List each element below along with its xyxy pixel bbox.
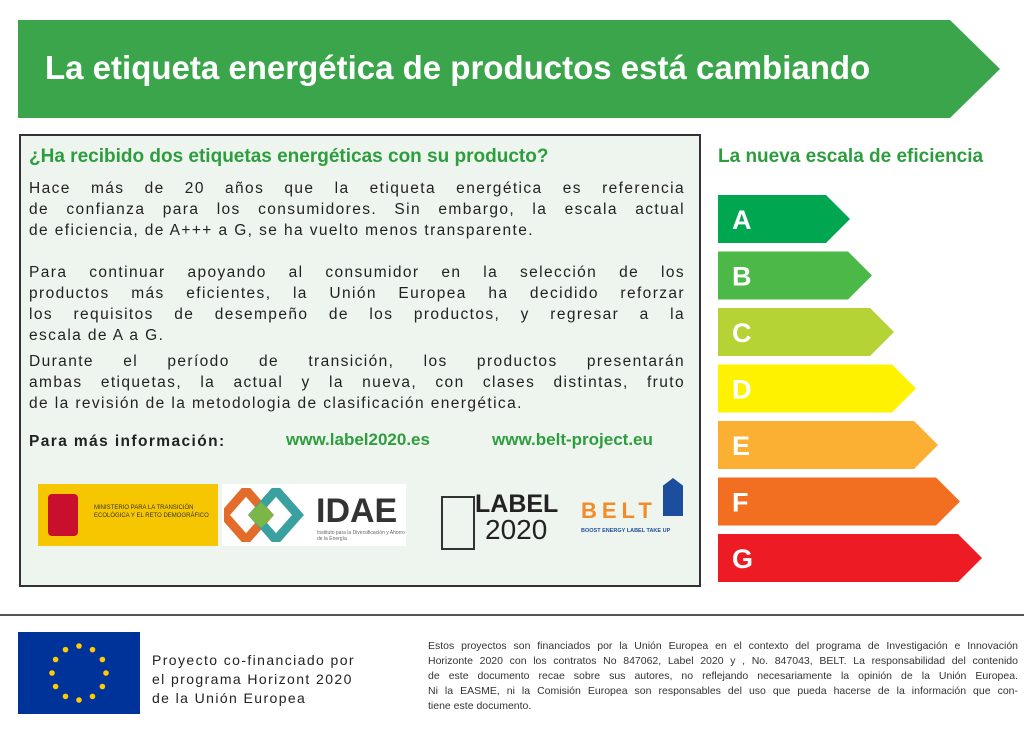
more-info: Para más información: xyxy=(29,433,226,450)
text-line: Proyecto co-financiado por xyxy=(152,652,355,668)
class-arrow xyxy=(718,308,894,356)
link[interactable]: www.label2020.es xyxy=(286,430,430,449)
text-line: Durante el período de transición, los pr… xyxy=(29,353,685,370)
info-heading: ¿Ha recibido dos etiquetas energéticas c… xyxy=(29,146,549,167)
text-line: escala de A a G. xyxy=(29,327,165,344)
class-label: D xyxy=(732,375,752,405)
star xyxy=(76,643,82,649)
label-year: 2020 xyxy=(485,514,548,545)
class-label: E xyxy=(732,431,750,461)
class-label: B xyxy=(732,262,752,292)
banner-title: La etiqueta energética de productos está… xyxy=(45,49,870,86)
paragraph: Durante el período de transición, los pr… xyxy=(29,351,685,414)
info-box: ¿Ha recibido dos etiquetas energéticas c… xyxy=(19,134,701,587)
idae-mark xyxy=(224,488,304,542)
text-line: productos más eficientes, la Unión Europ… xyxy=(29,285,685,302)
star xyxy=(89,646,96,653)
class-arrow xyxy=(718,534,982,582)
class-arrow xyxy=(718,195,850,243)
text-line: ambas etiquetas, la actual y la nueva, c… xyxy=(29,374,685,391)
ministry-text: MINISTERIO PARA LA TRANSICIÓN ECOLÓGICA … xyxy=(94,505,209,519)
belt-text: BELT xyxy=(581,498,657,523)
star xyxy=(99,683,106,690)
paragraph: Hace más de 20 años que la etiqueta ener… xyxy=(29,178,685,241)
star xyxy=(52,656,59,663)
star xyxy=(103,670,109,676)
ministry-logo: MINISTERIO PARA LA TRANSICIÓN ECOLÓGICA … xyxy=(38,484,218,546)
star xyxy=(89,693,96,700)
star xyxy=(49,670,55,676)
text-line: Estos proyectos son financiados por la U… xyxy=(428,640,1018,652)
class-arrow xyxy=(718,251,872,300)
disclaimer: Estos proyectos son financiados por la U… xyxy=(428,639,1018,714)
star xyxy=(99,656,106,663)
belt-logo: BELT BOOST ENERGY LABEL TAKE UP xyxy=(581,478,691,548)
coat-of-arms xyxy=(48,494,78,536)
banner-arrow xyxy=(18,20,1000,118)
text-line: el programa Horizont 2020 xyxy=(152,671,353,687)
star xyxy=(52,683,59,690)
text-line: de eficiencia, de A+++ a G, se ha vuelto… xyxy=(29,222,534,239)
text-line: de la Unión Europea xyxy=(152,690,307,706)
star xyxy=(62,693,69,700)
text-line: de la revisión de la metodologia de clas… xyxy=(29,395,523,412)
idae-text: IDAE xyxy=(316,492,398,530)
star xyxy=(62,646,69,653)
idae-logo: IDAE Instituto para la Diversificación y… xyxy=(222,484,406,546)
class-label: F xyxy=(732,488,749,518)
class-arrow xyxy=(718,477,960,526)
text-line: los requisitos de desempeño de los produ… xyxy=(29,306,685,323)
scale-title: La nueva escala de eficiencia xyxy=(718,146,984,167)
text-line: tiene este documento. xyxy=(428,700,532,712)
class-label: A xyxy=(732,205,752,235)
class-arrow xyxy=(718,421,938,469)
cofinanced: Proyecto co-financiado por el programa Ho… xyxy=(152,651,355,708)
label-word: LABEL xyxy=(475,490,559,518)
idae-sub: Instituto para la Diversificación y Ahor… xyxy=(317,530,405,542)
text-line: de este documento recae sobre sus autore… xyxy=(428,670,1018,682)
label2020-logo: LABEL 2020 xyxy=(441,488,561,550)
star xyxy=(76,697,82,703)
class-label: G xyxy=(732,544,753,574)
paragraph: Para continuar apoyando al consumidor en… xyxy=(29,262,685,346)
label-icon xyxy=(441,496,475,550)
text-line: de confianza para los consumidores. Sin … xyxy=(29,201,685,218)
class-arrow xyxy=(718,364,916,413)
text-line: Horizonte 2020 con los contratos No 8470… xyxy=(428,655,1018,667)
belt-sub: BOOST ENERGY LABEL TAKE UP xyxy=(581,528,671,534)
class-label: C xyxy=(732,318,752,348)
link[interactable]: www.belt-project.eu xyxy=(492,430,653,449)
belt-icon xyxy=(663,478,683,516)
text-line: Hace más de 20 años que la etiqueta ener… xyxy=(29,180,685,197)
eu-stars xyxy=(49,643,109,703)
text-line: Para continuar apoyando al consumidor en… xyxy=(29,264,685,281)
text-line: Ni la EASME, ni la Comisión Europea son … xyxy=(428,685,1018,697)
